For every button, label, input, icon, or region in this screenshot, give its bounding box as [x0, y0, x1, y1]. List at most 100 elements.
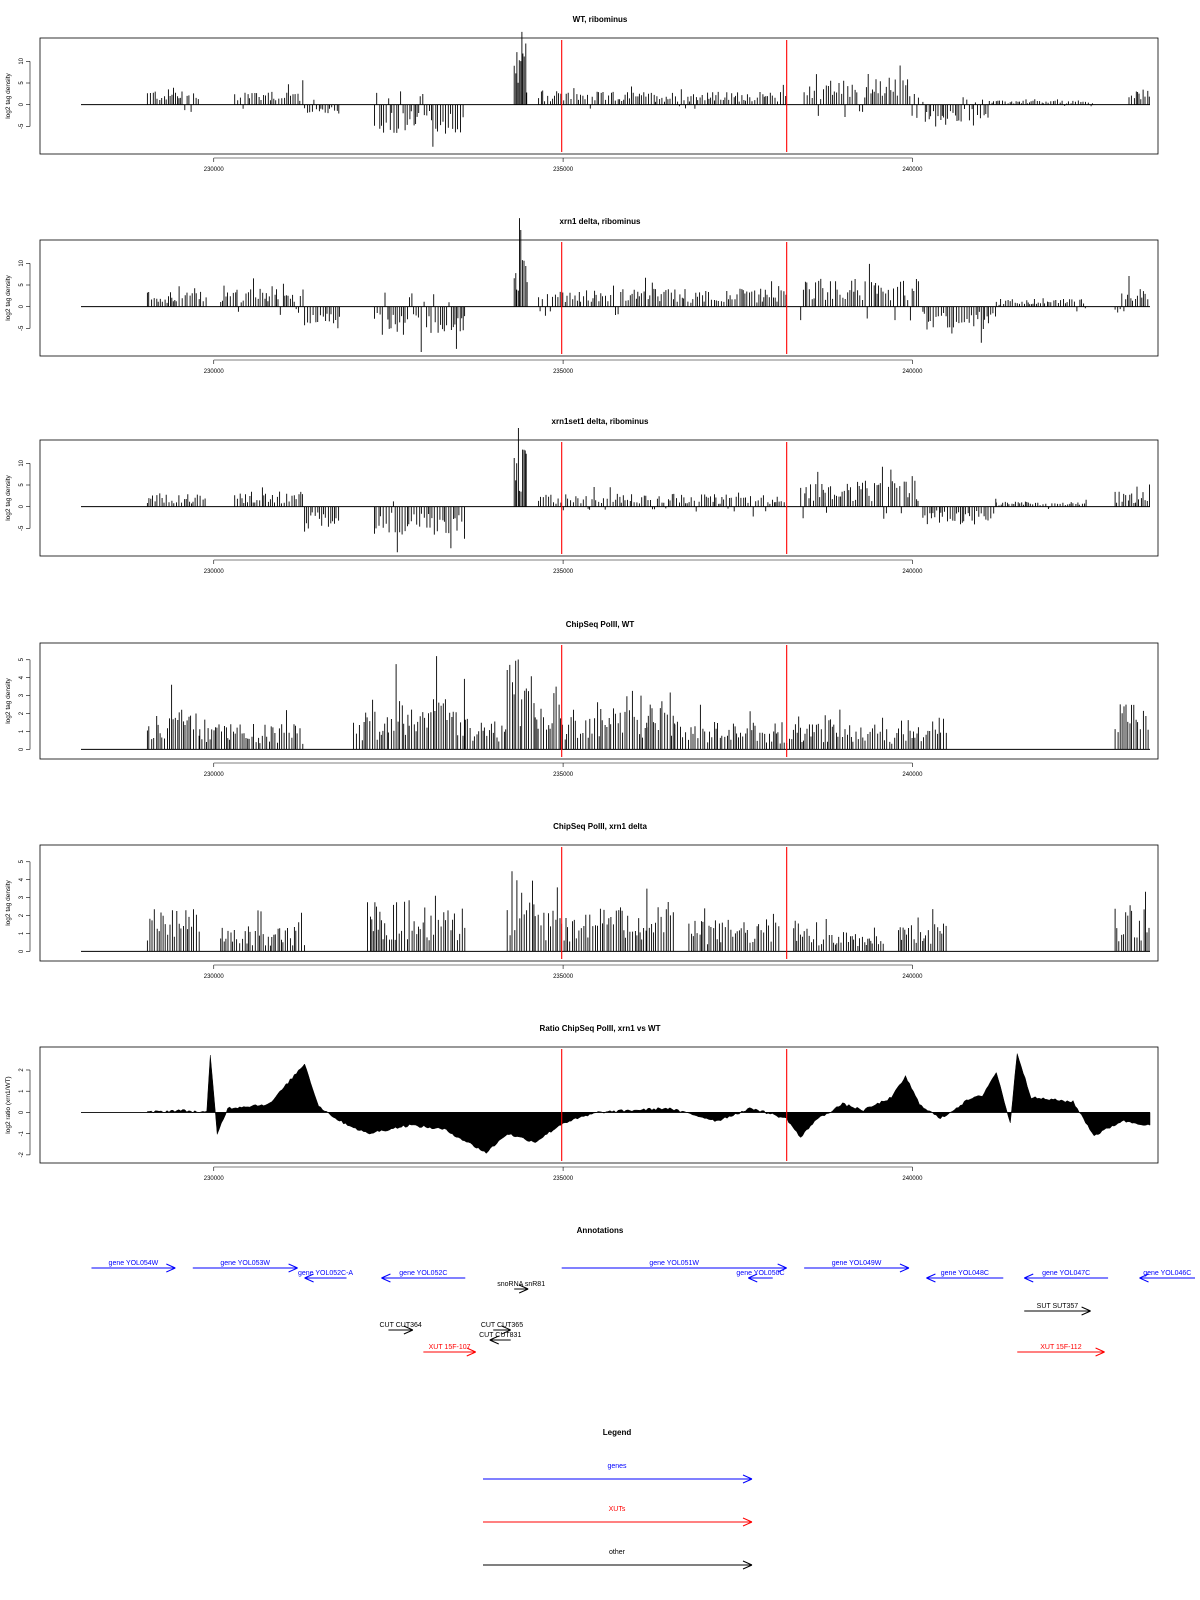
legend-item-arrow	[483, 1517, 753, 1527]
plot-frame	[39, 1046, 1159, 1164]
x-tick-label: 235000	[553, 167, 574, 173]
feature-label: gene YOL049W	[832, 1260, 882, 1267]
legend-item-label: genes	[607, 1463, 627, 1470]
y-tick-label: 5	[19, 81, 25, 85]
feature-arrow	[304, 1273, 347, 1283]
y-tick-label: -1	[19, 1130, 25, 1136]
y-axis-label: log2 ratio (xrn1/WT)	[5, 1076, 12, 1133]
chart-title: WT, ribominus	[573, 15, 628, 24]
feature-arrow	[748, 1273, 773, 1283]
y-tick-label: 2	[19, 913, 25, 917]
plot-frame	[39, 239, 1159, 357]
y-tick-label: -5	[19, 123, 25, 129]
feature-arrow	[1017, 1347, 1105, 1357]
x-tick-label: 240000	[902, 974, 923, 980]
feature-arrow	[804, 1263, 910, 1273]
x-tick-label: 230000	[204, 974, 225, 980]
feature-arrow	[489, 1335, 511, 1345]
feature-arrow	[561, 1263, 787, 1273]
legend-item-label: other	[609, 1549, 626, 1556]
y-axis-label: log2 tag density	[5, 474, 12, 520]
y-tick-label: 5	[19, 283, 25, 287]
y-tick-label: -2	[19, 1152, 25, 1158]
feature-label: XUT 15F-107	[429, 1344, 471, 1351]
y-tick-label: 1	[19, 729, 25, 733]
y-tick-label: 0	[19, 949, 25, 953]
y-tick-label: -5	[19, 525, 25, 531]
feature-label: gene YOL047C	[1042, 1270, 1090, 1277]
y-tick-label: 2	[19, 1068, 25, 1072]
x-tick-label: 240000	[902, 772, 923, 778]
x-tick-label: 230000	[204, 772, 225, 778]
data-bars	[146, 656, 1149, 750]
chart-title: xrn1 delta, ribominus	[560, 217, 641, 226]
feature-label: snoRNA snR81	[497, 1281, 545, 1288]
y-tick-label: 4	[19, 675, 25, 679]
plot-frame	[39, 642, 1159, 760]
feature-label: gene YOL050C	[736, 1270, 784, 1277]
y-tick-label: 2	[19, 711, 25, 715]
feature-arrow	[1139, 1273, 1195, 1283]
legend-item-arrow	[483, 1474, 753, 1484]
feature-arrow	[91, 1263, 176, 1273]
data-bars	[146, 31, 1150, 147]
data-bars	[146, 871, 1150, 952]
y-tick-label: 5	[19, 657, 25, 661]
y-tick-label: 0	[19, 747, 25, 751]
y-tick-label: 0	[19, 304, 25, 308]
chart-title: ChipSeq PolII, xrn1 delta	[553, 822, 647, 831]
x-tick-label: 230000	[204, 167, 225, 173]
feature-arrow	[1024, 1273, 1109, 1283]
y-tick-label: 0	[19, 102, 25, 106]
data-bars	[146, 218, 1149, 352]
feature-arrow	[388, 1325, 414, 1335]
y-tick-label: 5	[19, 859, 25, 863]
legend-item-label: XUTs	[609, 1506, 626, 1513]
y-tick-label: 5	[19, 483, 25, 487]
x-tick-label: 235000	[553, 772, 574, 778]
legend-item-arrow	[483, 1560, 753, 1570]
chart-title: xrn1set1 delta, ribominus	[552, 417, 649, 426]
x-tick-label: 235000	[553, 974, 574, 980]
plot-frame	[39, 439, 1159, 557]
y-tick-label: 1	[19, 1089, 25, 1093]
feature-label: CUT CUT365	[481, 1322, 523, 1329]
plot-frame	[39, 37, 1159, 155]
y-axis-label: log2 tag density	[5, 274, 12, 320]
x-tick-label: 230000	[204, 569, 225, 575]
x-tick-label: 240000	[902, 167, 923, 173]
feature-label: gene YOL051W	[649, 1260, 699, 1267]
y-axis-label: log2 tag density	[5, 72, 12, 118]
data-bars	[146, 428, 1150, 553]
legend-title: Legend	[603, 1428, 632, 1437]
x-tick-label: 240000	[902, 369, 923, 375]
y-tick-label: 3	[19, 895, 25, 899]
feature-label: CUT CUT364	[380, 1322, 422, 1329]
chart-title: Ratio ChipSeq PolII, xrn1 vs WT	[540, 1024, 661, 1033]
feature-label: XUT 15F-112	[1040, 1344, 1081, 1351]
feature-arrow	[423, 1347, 476, 1357]
x-tick-label: 240000	[902, 1176, 923, 1182]
x-tick-label: 235000	[553, 569, 574, 575]
x-tick-label: 240000	[902, 569, 923, 575]
feature-label: gene YOL052C-A	[298, 1270, 353, 1277]
y-tick-label: 10	[19, 57, 25, 64]
ratio-area	[147, 1053, 1151, 1154]
feature-arrow	[192, 1263, 298, 1273]
feature-label: gene YOL048C	[941, 1270, 989, 1277]
feature-label: gene YOL046C	[1143, 1270, 1191, 1277]
y-tick-label: 1	[19, 931, 25, 935]
feature-label: CUT CUT831	[479, 1332, 521, 1339]
y-tick-label: 10	[19, 459, 25, 466]
x-tick-label: 235000	[553, 369, 574, 375]
y-tick-label: 3	[19, 693, 25, 697]
feature-label: SUT SUT357	[1037, 1303, 1079, 1310]
feature-label: gene YOL052C	[399, 1270, 447, 1277]
feature-arrow	[926, 1273, 1004, 1283]
y-tick-label: 4	[19, 877, 25, 881]
plot-frame	[39, 844, 1159, 962]
feature-arrow	[514, 1284, 529, 1294]
feature-label: gene YOL054W	[109, 1260, 159, 1267]
y-tick-label: 0	[19, 1110, 25, 1114]
